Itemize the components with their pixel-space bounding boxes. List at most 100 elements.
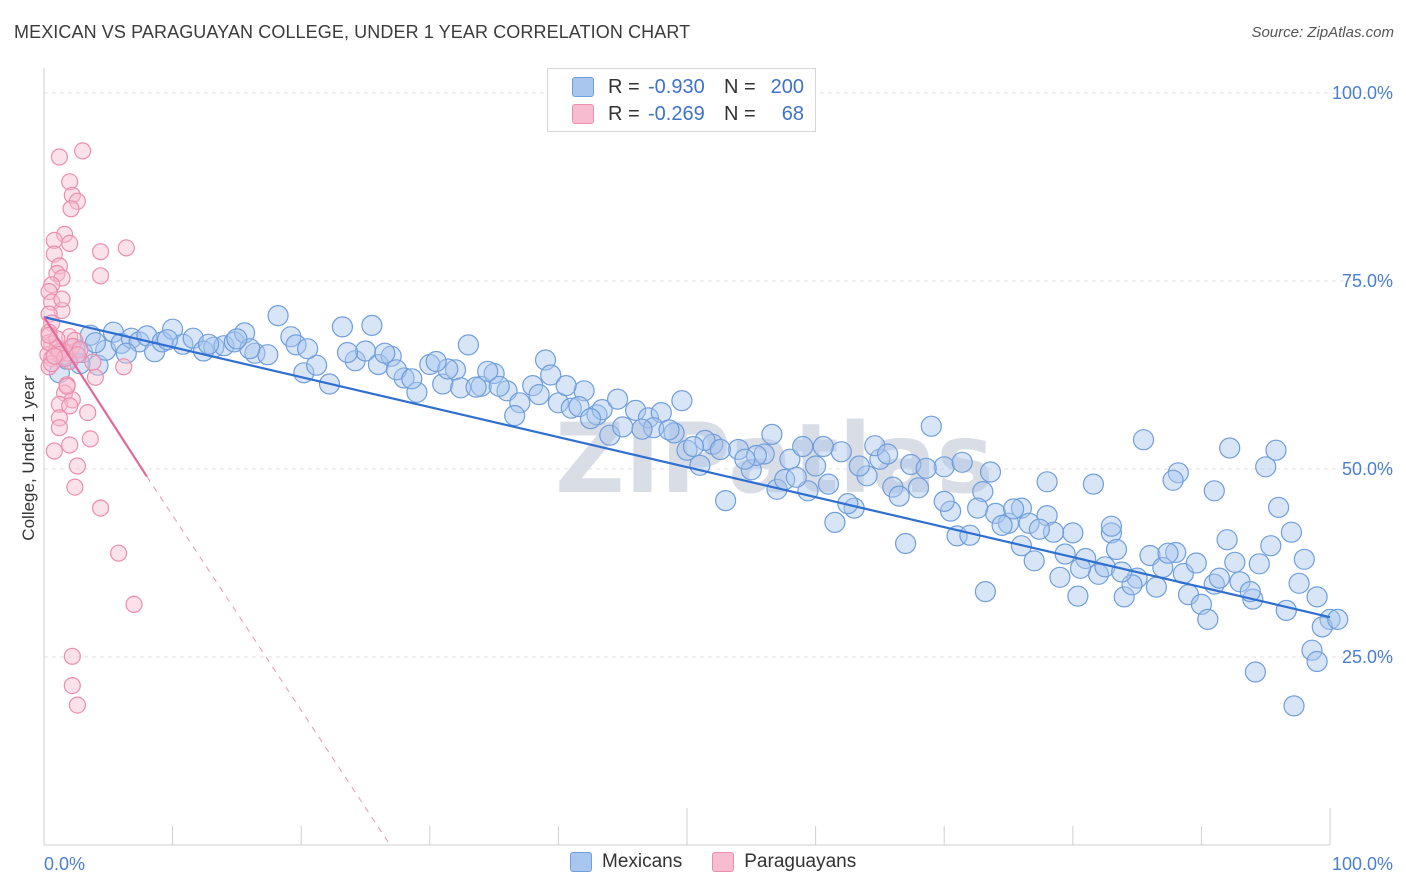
point-mexican <box>1082 473 1105 495</box>
point-mexican <box>285 334 307 356</box>
point-paraguayan <box>125 595 143 614</box>
trend-line-paraguayans <box>43 316 148 478</box>
point-mexican <box>830 441 852 463</box>
point-mexican <box>1067 585 1089 607</box>
legend-item-paraguayans[interactable]: Paraguayans <box>712 851 856 873</box>
legend-r-label: R = <box>608 75 640 98</box>
point-mexican <box>1100 515 1123 537</box>
point-paraguayan <box>84 353 102 371</box>
point-paraguayan <box>50 148 69 166</box>
y-tick-label: 100.0% <box>1332 83 1393 103</box>
point-mexican <box>888 485 910 507</box>
point-mexican <box>115 342 137 364</box>
point-mexican <box>637 407 660 429</box>
point-paraguayan <box>61 436 79 454</box>
legend-item-mexicans[interactable]: Mexicans <box>570 851 682 873</box>
point-mexican <box>579 408 602 430</box>
point-paraguayan <box>117 239 135 257</box>
point-paraguayan <box>62 200 80 218</box>
point-mexican <box>1283 695 1305 717</box>
point-mexican <box>1197 608 1219 631</box>
point-mexican <box>198 333 220 355</box>
point-mexican <box>437 358 459 380</box>
legend-n-label: N = <box>724 102 756 125</box>
point-mexican <box>1028 518 1051 540</box>
point-mexican <box>1280 521 1303 543</box>
point-mexican <box>457 334 479 356</box>
point-mexican <box>504 405 526 427</box>
point-mexican <box>1327 608 1349 631</box>
point-mexican <box>226 328 248 350</box>
trend-line-paraguayans-extension <box>146 476 391 846</box>
point-mexican <box>1301 639 1323 661</box>
gridlines <box>44 92 1392 658</box>
point-mexican <box>864 435 886 457</box>
point-mexican <box>1275 599 1297 622</box>
point-paraguayan <box>73 142 92 160</box>
point-mexican <box>1113 586 1135 608</box>
point-mexican <box>1224 551 1246 573</box>
point-mexican <box>257 344 279 366</box>
point-mexican <box>488 375 510 397</box>
point-mexican <box>528 384 550 406</box>
point-paraguayan <box>40 283 58 301</box>
point-mexican <box>297 338 319 360</box>
point-mexican <box>753 443 775 465</box>
point-mexican <box>974 580 997 603</box>
point-mexican <box>1293 548 1315 570</box>
point-mexican <box>1049 566 1071 588</box>
point-mexican <box>709 438 732 461</box>
point-mexican <box>374 342 396 364</box>
point-mexican <box>1306 586 1328 608</box>
point-paraguayan <box>45 442 63 460</box>
series-mexicans <box>48 305 1349 717</box>
point-mexican <box>1267 496 1290 518</box>
point-mexican <box>734 448 756 470</box>
point-mexican <box>1248 553 1270 575</box>
y-tick-label: 75.0% <box>1342 271 1393 291</box>
legend-n-value: 68 <box>781 102 804 125</box>
legend-n-value: 200 <box>770 75 804 98</box>
point-mexican <box>306 354 328 376</box>
series-paraguayans <box>39 142 143 714</box>
legend-r-label: R = <box>608 102 640 125</box>
point-paraguayan <box>63 647 81 665</box>
legend-row-paraguayans: R = -0.269 N = 68 <box>572 101 804 127</box>
point-mexican <box>393 367 415 389</box>
point-paraguayan <box>63 676 81 695</box>
point-mexican <box>1018 512 1040 534</box>
legend-swatch-blue <box>570 852 592 872</box>
point-mexican <box>1132 429 1155 451</box>
point-mexican <box>1219 437 1241 459</box>
point-paraguayan <box>55 225 74 243</box>
point-mexican <box>401 368 423 390</box>
point-mexican <box>1244 661 1267 683</box>
point-mexican <box>1165 541 1187 564</box>
point-mexican <box>933 490 955 512</box>
point-mexican <box>804 455 827 477</box>
point-mexican <box>1319 608 1341 631</box>
point-mexican <box>761 423 783 445</box>
point-mexican <box>631 418 653 440</box>
point-mexican <box>1311 616 1333 638</box>
point-mexican <box>792 435 814 458</box>
point-paraguayan <box>53 269 71 287</box>
point-paraguayan <box>50 419 69 437</box>
point-mexican <box>1265 439 1287 461</box>
point-mexican <box>1203 480 1225 502</box>
point-paraguayan <box>40 358 58 376</box>
point-mexican <box>162 318 184 340</box>
point-paraguayan <box>61 397 79 415</box>
point-mexican <box>824 511 846 534</box>
legend-row-mexicans: R = -0.930 N = 200 <box>572 74 804 100</box>
point-mexican <box>1036 504 1058 527</box>
y-tick-labels: 25.0% 50.0% 75.0% 100.0% <box>1332 83 1393 667</box>
point-mexican <box>1185 552 1207 574</box>
x-tick-label: 100.0% <box>1332 854 1393 874</box>
point-mexican <box>406 381 428 403</box>
point-mexican <box>624 399 647 421</box>
legend-r-value: -0.269 <box>648 102 705 125</box>
point-mexican <box>84 332 107 354</box>
point-mexican <box>1100 522 1123 544</box>
